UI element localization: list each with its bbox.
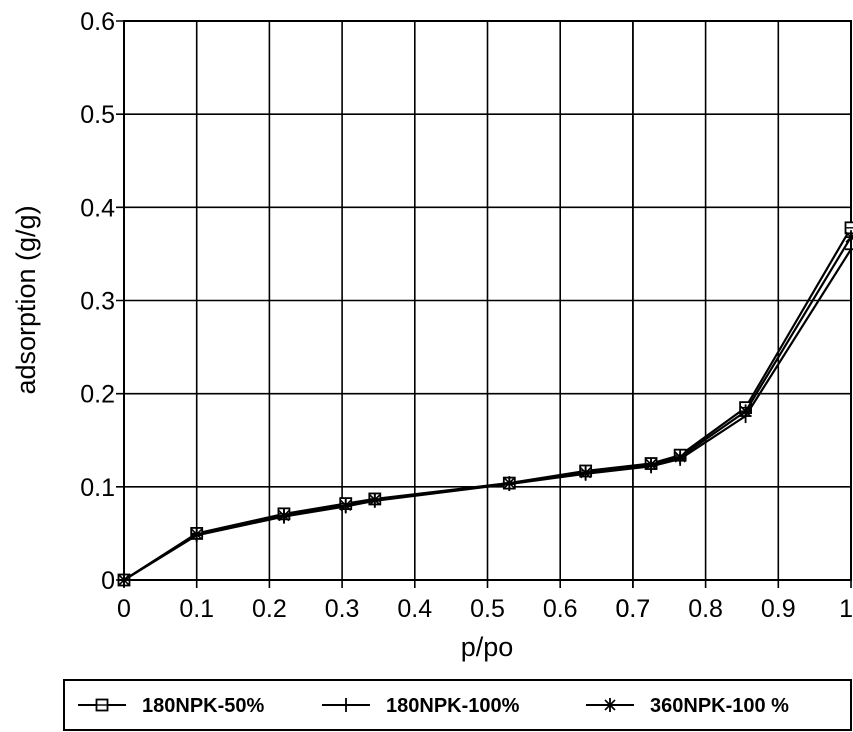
data-point: [845, 242, 853, 257]
legend-item: 180NPK-50%: [78, 695, 265, 717]
legend-label: 180NPK-100%: [386, 695, 520, 717]
legend-marker: [340, 698, 352, 712]
x-tick-label: 0: [117, 595, 131, 623]
y-tick-label: 0.1: [80, 474, 115, 502]
data-point: [118, 573, 130, 587]
data-point: [674, 450, 687, 465]
legend-marker: [95, 698, 109, 712]
x-axis-tick-labels: 0 0.1 0.2 0.3 0.4 0.5 0.6 0.70.7 0.8 0.9 1: [117, 595, 853, 623]
y-tick-label: 0: [101, 567, 115, 595]
y-tick-label: 0.2: [80, 381, 115, 409]
data-point: [368, 492, 381, 507]
x-tick-label: 0.4: [397, 595, 432, 623]
data-point: [339, 498, 352, 513]
y-tick-label: 0.3: [80, 288, 115, 316]
legend-marker: [604, 698, 616, 712]
x-tick-label: 0.6: [543, 595, 578, 623]
y-axis-tick-labels: 0 0.1 0.2 0.3 0.4 0.5 0.6: [80, 8, 115, 595]
y-tick-label: 0.6: [80, 8, 115, 36]
data-point: [190, 527, 203, 542]
plot-frame: [123, 20, 852, 581]
y-tick-label: 0.5: [80, 101, 115, 129]
legend-box: [63, 679, 852, 731]
x-axis-title: p/po: [461, 632, 514, 662]
data-point: [645, 457, 658, 472]
x-tick-label: 1: [839, 595, 853, 623]
legend-item: 180NPK-100%: [322, 695, 520, 717]
data-point: [579, 465, 592, 480]
data-point: [503, 476, 516, 491]
legend-label: 180NPK-50%: [142, 695, 265, 717]
data-point: [739, 404, 752, 419]
y-tick-label: 0.4: [80, 194, 115, 222]
x-tick-label: 0.5: [470, 595, 505, 623]
x-tick-label: 0.9: [761, 595, 796, 623]
y-axis-title: adsorption (g/g): [11, 205, 41, 394]
data-series: [117, 221, 853, 587]
x-tick-label: 0.7: [616, 595, 651, 623]
legend-label: 360NPK-100 %: [650, 695, 789, 717]
legend-items: 180NPK-50% 180NPK-100% 360NPK-100 %: [78, 695, 789, 717]
x-tick-label: 0.3: [325, 595, 360, 623]
x-tick-label: 0.8: [688, 595, 723, 623]
data-point: [277, 508, 290, 523]
x-tick-label: 0.2: [252, 595, 287, 623]
x-tick-label: 0.7: [616, 595, 651, 623]
legend-item: 360NPK-100 %: [586, 695, 789, 717]
data-point: [845, 230, 853, 245]
series-2: [118, 230, 853, 587]
legend: 180NPK-50% 180NPK-100% 360NPK-100 %: [63, 679, 852, 731]
x-tick-label: 0.1: [179, 595, 214, 623]
